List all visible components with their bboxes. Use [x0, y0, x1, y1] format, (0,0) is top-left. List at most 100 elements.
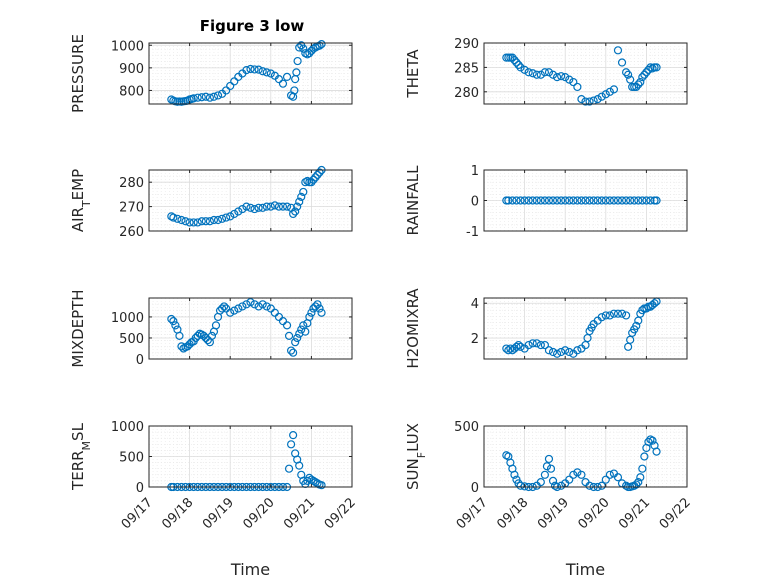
data-point — [284, 464, 294, 473]
data-point — [242, 66, 251, 75]
data-point — [274, 75, 284, 84]
data-point — [617, 58, 627, 67]
data-point — [613, 196, 623, 205]
data-point — [565, 196, 574, 205]
data-point — [565, 75, 574, 84]
data-point — [201, 92, 210, 101]
data-point — [646, 435, 655, 444]
y-axis-label: TERRMSL — [69, 422, 93, 491]
data-point — [167, 314, 176, 324]
y-axis-label: MIXDEPTH — [69, 289, 87, 367]
data-point — [593, 95, 602, 104]
data-point — [569, 470, 578, 479]
data-point — [524, 340, 533, 350]
subplot-pressure: 800 900 1000 PRESSURE — [69, 34, 353, 113]
data-point — [652, 63, 661, 72]
data-point — [292, 68, 301, 77]
data-point — [638, 73, 647, 82]
data-point — [179, 344, 188, 353]
data-point — [609, 309, 619, 318]
data-point — [313, 300, 322, 309]
data-point — [640, 70, 649, 79]
data-point — [242, 202, 251, 211]
data-point — [630, 196, 639, 205]
data-point — [634, 80, 643, 89]
data-point — [617, 309, 627, 318]
data-point — [305, 49, 314, 58]
data-point — [561, 196, 570, 205]
y-tick-label: 270 — [119, 201, 144, 216]
axes-box — [483, 425, 688, 488]
axes-box — [148, 42, 353, 105]
data-point — [605, 470, 614, 479]
data-point — [209, 215, 219, 225]
data-point — [211, 321, 221, 330]
data-point — [573, 468, 582, 477]
subplot-mixdepth: 0 500 1000 MIXDEPTH — [69, 289, 353, 368]
data-point — [546, 464, 556, 473]
data-point — [650, 299, 659, 308]
data-point — [307, 308, 316, 317]
data-point — [514, 60, 523, 70]
data-point — [544, 454, 554, 464]
data-point — [514, 340, 523, 350]
y-tick-label: 2 — [471, 332, 479, 347]
data-point — [175, 331, 184, 340]
figure-title: Figure 3 low — [200, 17, 305, 35]
data-point — [290, 86, 299, 95]
data-point — [510, 470, 519, 479]
data-point — [548, 476, 558, 485]
data-point — [250, 300, 259, 309]
data-point — [605, 311, 614, 320]
data-point — [205, 93, 214, 102]
data-point — [230, 209, 239, 219]
data-point — [626, 196, 635, 205]
data-point — [282, 321, 292, 330]
data-point — [516, 196, 525, 205]
axes-box — [483, 42, 688, 105]
data-point — [250, 204, 259, 214]
data-point — [621, 68, 631, 77]
data-point — [201, 217, 210, 226]
y-tick-label: 0 — [136, 481, 144, 496]
data-point — [226, 212, 235, 221]
data-point — [589, 196, 598, 205]
data-point — [552, 349, 562, 358]
data-point — [613, 309, 623, 318]
data-point — [254, 302, 263, 311]
y-tick-label: 280 — [454, 86, 479, 101]
data-point — [516, 481, 525, 490]
y-tick-label: 1 — [471, 164, 479, 179]
y-tick-label: 290 — [454, 37, 479, 52]
data-point — [642, 196, 651, 205]
y-axis-label: H2OMIXRA — [404, 288, 422, 369]
data-point — [303, 176, 312, 186]
data-point — [238, 204, 247, 214]
data-point — [565, 475, 574, 484]
data-point — [536, 478, 545, 487]
data-point — [528, 69, 537, 78]
data-point — [597, 313, 606, 322]
data-point — [561, 346, 570, 355]
data-point — [638, 196, 647, 205]
data-point — [552, 196, 562, 205]
y-axis-label: RAINFALL — [404, 165, 422, 236]
y-tick-label: 0 — [471, 481, 479, 496]
data-point — [613, 46, 623, 55]
data-point — [291, 338, 300, 347]
data-point — [634, 196, 643, 205]
data-point — [287, 346, 296, 355]
data-point — [548, 70, 558, 79]
y-axis-label: SUNFLUX — [404, 423, 428, 490]
data-point — [317, 308, 326, 317]
data-point — [295, 461, 304, 470]
data-point — [544, 196, 554, 205]
data-point — [524, 68, 533, 77]
data-point — [644, 437, 653, 446]
data-point — [636, 77, 645, 87]
x-tick-label: 09/22 — [322, 495, 359, 532]
data-point — [597, 481, 606, 490]
data-point — [282, 202, 292, 211]
data-point — [638, 306, 647, 315]
data-point — [295, 43, 304, 52]
